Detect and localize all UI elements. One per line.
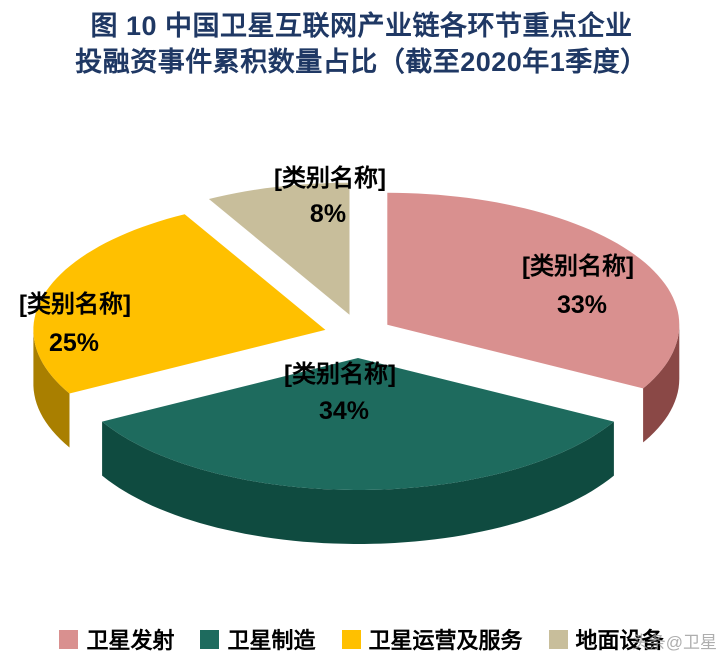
data-label-category-satellite-manufacturing: [类别名称] bbox=[284, 361, 396, 388]
pie-slice-side-2 bbox=[33, 329, 70, 448]
legend-label: 卫星运营及服务 bbox=[368, 628, 523, 653]
data-label-category-satellite-operation: [类别名称] bbox=[19, 291, 131, 318]
data-label-percent-satellite-operation: 25% bbox=[48, 329, 100, 357]
legend-swatch-icon bbox=[59, 629, 79, 649]
pie-slice-side-0 bbox=[643, 324, 680, 443]
legend-label: 卫星发射 bbox=[86, 628, 175, 653]
pie-slice-3 bbox=[208, 182, 350, 315]
legend-item-0: 卫星发射 bbox=[59, 623, 174, 655]
chart-title-line2: 投融资事件累积数量占比（截至2020年1季度） bbox=[75, 47, 648, 78]
data-label-percent-ground-equipment: 8% bbox=[309, 200, 347, 228]
legend-swatch-icon bbox=[200, 629, 220, 649]
pie-slice-side-1 bbox=[102, 421, 614, 544]
pie-slice-0 bbox=[387, 192, 680, 389]
legend-item-3: 地面设备 bbox=[548, 623, 664, 655]
legend-label: 卫星制造 bbox=[227, 628, 316, 653]
pie-slice-1 bbox=[102, 358, 614, 490]
legend-swatch-icon bbox=[341, 629, 361, 649]
legend-item-2: 卫星运营及服务 bbox=[341, 623, 523, 655]
data-label-category-ground-equipment: [类别名称] bbox=[274, 165, 386, 192]
data-label-percent-satellite-manufacturing: 34% bbox=[318, 397, 370, 425]
data-label-category-satellite-launch: [类别名称] bbox=[522, 253, 634, 280]
pie-slice-2 bbox=[33, 214, 326, 394]
legend: 卫星发射 卫星制造 卫星运营及服务 地面设备 bbox=[0, 623, 723, 655]
chart-title-line1: 图 10 中国卫星互联网产业链各环节重点企业 bbox=[90, 11, 633, 41]
chart-title: 图 10 中国卫星互联网产业链各环节重点企业 投融资事件累积数量占比（截至202… bbox=[0, 8, 723, 81]
legend-label: 地面设备 bbox=[575, 628, 664, 653]
data-label-percent-satellite-launch: 33% bbox=[556, 291, 608, 319]
legend-swatch-icon bbox=[548, 629, 568, 649]
legend-item-1: 卫星制造 bbox=[200, 623, 316, 655]
